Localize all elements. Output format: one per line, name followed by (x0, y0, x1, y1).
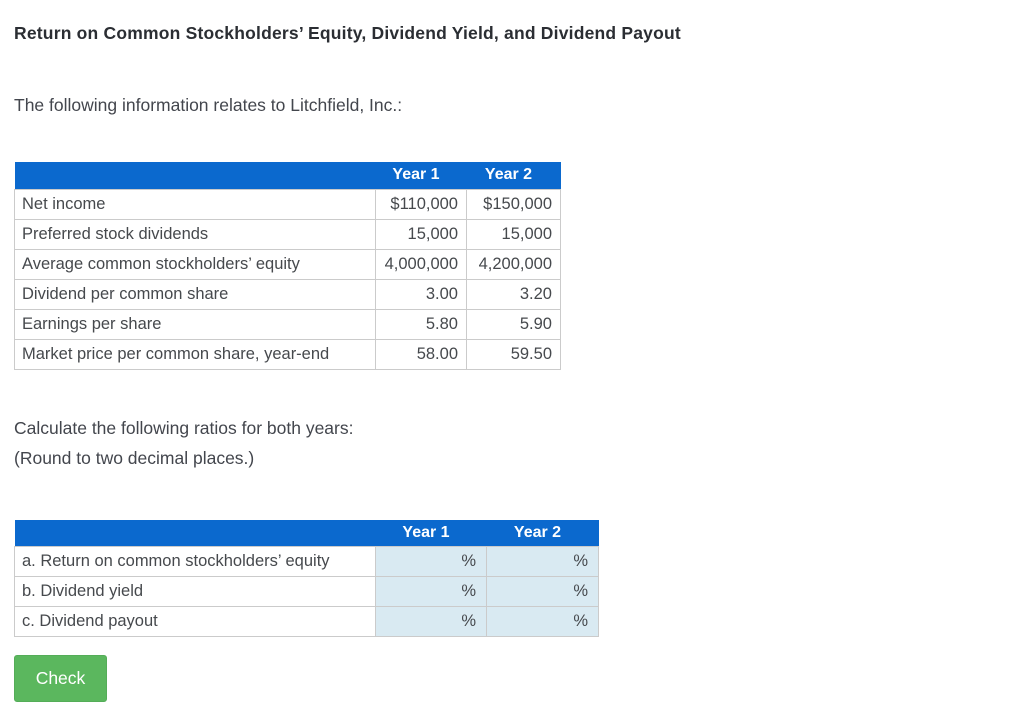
answer-row-a: a. Return on common stockholders’ equity… (14, 546, 599, 577)
answer-row-label: b. Dividend yield (14, 576, 376, 607)
row-year1-value: $110,000 (375, 188, 467, 220)
row-year1-value: 5.80 (375, 308, 467, 340)
row-label: Dividend per common share (14, 278, 376, 310)
corner-header-cell (14, 162, 376, 189)
quiz-page: Return on Common Stockholders’ Equity, D… (14, 23, 1010, 702)
answer-input-b-year1[interactable]: % (375, 576, 487, 607)
answer-header-year2: Year 2 (486, 519, 599, 547)
percent-unit: % (573, 552, 588, 570)
row-year1-value: 4,000,000 (375, 248, 467, 280)
answer-input-c-year2[interactable]: % (486, 606, 599, 637)
percent-unit: % (573, 582, 588, 600)
answer-input-c-year1[interactable]: % (375, 606, 487, 637)
row-label: Preferred stock dividends (14, 218, 376, 250)
answer-table: Year 1 Year 2 a. Return on common stockh… (14, 519, 599, 637)
row-year2-value: 3.20 (466, 278, 561, 310)
row-label: Earnings per share (14, 308, 376, 340)
row-year2-value: 5.90 (466, 308, 561, 340)
table-row: Preferred stock dividends 15,000 15,000 (14, 218, 561, 250)
percent-unit: % (461, 612, 476, 630)
answer-input-a-year1[interactable]: % (375, 546, 487, 577)
table-row: Earnings per share 5.80 5.90 (14, 308, 561, 340)
instruction-line-1: Calculate the following ratios for both … (14, 417, 354, 438)
answer-row-c: c. Dividend payout % % (14, 606, 599, 637)
table-row: Net income $110,000 $150,000 (14, 188, 561, 220)
table-row: Market price per common share, year-end … (14, 338, 561, 370)
answer-row-label: c. Dividend payout (14, 606, 376, 637)
page-title: Return on Common Stockholders’ Equity, D… (14, 23, 681, 43)
row-year2-value: 59.50 (466, 338, 561, 370)
row-year1-value: 3.00 (375, 278, 467, 310)
table-row: Average common stockholders’ equity 4,00… (14, 248, 561, 280)
instructions: Calculate the following ratios for both … (14, 413, 1010, 473)
facts-header-year1: Year 1 (375, 162, 467, 189)
answer-row-b: b. Dividend yield % % (14, 576, 599, 607)
answer-input-a-year2[interactable]: % (486, 546, 599, 577)
intro-text: The following information relates to Lit… (14, 95, 403, 115)
row-year2-value: $150,000 (466, 188, 561, 220)
answer-header-row: Year 1 Year 2 (14, 519, 599, 547)
facts-table: Year 1 Year 2 Net income $110,000 $150,0… (14, 162, 561, 370)
row-year2-value: 4,200,000 (466, 248, 561, 280)
row-label: Average common stockholders’ equity (14, 248, 376, 280)
facts-header-year2: Year 2 (466, 162, 561, 189)
instruction-line-2: (Round to two decimal places.) (14, 447, 255, 468)
row-year2-value: 15,000 (466, 218, 561, 250)
row-label: Market price per common share, year-end (14, 338, 376, 370)
row-year1-value: 58.00 (375, 338, 467, 370)
row-label: Net income (14, 188, 376, 220)
table-row: Dividend per common share 3.00 3.20 (14, 278, 561, 310)
row-year1-value: 15,000 (375, 218, 467, 250)
answer-input-b-year2[interactable]: % (486, 576, 599, 607)
percent-unit: % (461, 552, 476, 570)
check-button[interactable]: Check (14, 655, 107, 702)
percent-unit: % (461, 582, 476, 600)
answer-row-label: a. Return on common stockholders’ equity (14, 546, 376, 577)
facts-header-row: Year 1 Year 2 (14, 162, 561, 189)
corner-header-cell (14, 519, 376, 547)
answer-header-year1: Year 1 (375, 519, 487, 547)
percent-unit: % (573, 612, 588, 630)
